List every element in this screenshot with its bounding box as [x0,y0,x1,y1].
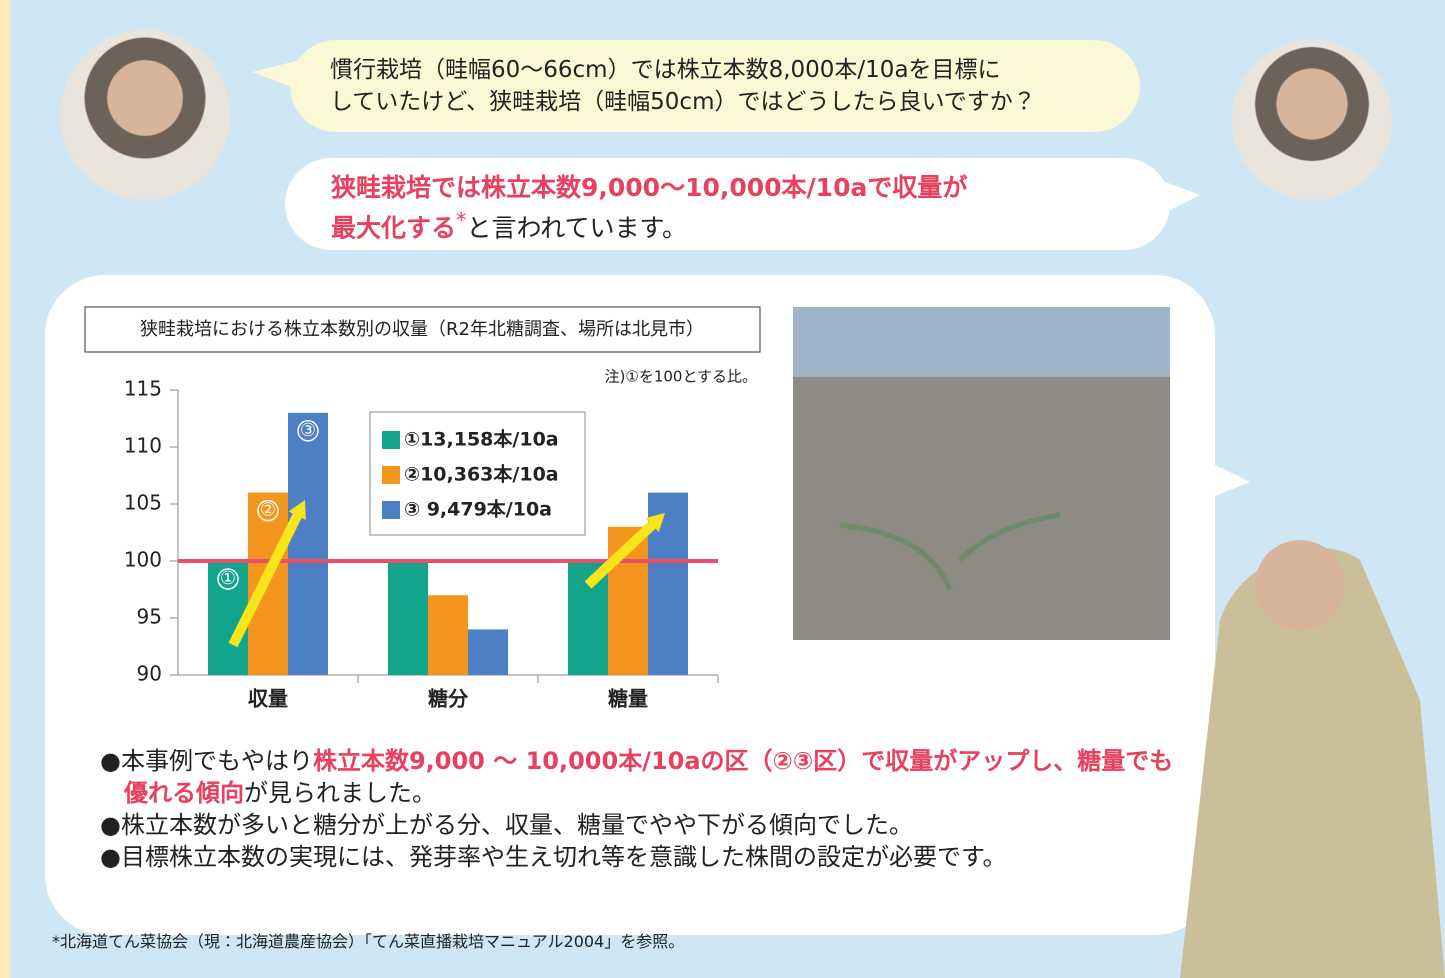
legend-swatch [382,466,400,484]
bar [428,595,468,675]
bullet-text: ●本事例でもやはり [100,747,313,775]
x-tick-label: 糖量 [608,687,648,711]
y-tick-label: 110 [124,434,162,458]
y-tick-label: 90 [137,662,162,686]
footnote: *北海道てん菜協会（現：北海道農産協会）「てん菜直播栽培マニュアル2004」を参… [52,928,684,952]
legend-label: ①13,158本/10a [404,428,559,451]
bullet-text: ●株立本数が多いと糖分が上がる分、収量、糖量でやや下がる傾向でした。 [100,811,913,839]
bullet: ●目標株立本数の実現には、発芽率や生え切れ等を意識した株間の設定が必要です。 [100,841,1180,873]
y-tick-label: 95 [137,605,162,629]
page: 慣行栽培（畦幅60〜66cm）では株立本数8,000本/10aを目標に していた… [0,0,1445,978]
legend-label: ②10,363本/10a [404,463,559,486]
advisor-head [1255,540,1345,630]
bullet-list: ●本事例でもやはり株立本数9,000 〜 10,000本/10aの区（②③区）で… [100,745,1180,873]
bar [288,413,328,675]
legend-swatch [382,431,400,449]
bar-label: ② [260,500,276,521]
legend-swatch [382,501,400,519]
x-tick-label: 糖分 [428,687,469,711]
legend-label: ③ 9,479本/10a [404,498,552,521]
bar-label: ① [220,568,236,589]
y-tick-label: 105 [124,491,162,515]
bar-label: ③ [300,420,316,441]
bar [468,629,508,675]
y-tick-label: 100 [124,548,162,572]
bullet: ●株立本数が多いと糖分が上がる分、収量、糖量でやや下がる傾向でした。 [100,809,1180,841]
bullet: ●本事例でもやはり株立本数9,000 〜 10,000本/10aの区（②③区）で… [100,745,1180,809]
bullet-text: ●目標株立本数の実現には、発芽率や生え切れ等を意識した株間の設定が必要です。 [100,843,1007,871]
photo-sky [793,307,1170,377]
chart-title: 狭畦栽培における株立本数別の収量（R2年北糖調査、場所は北見市） [140,319,704,340]
bar [388,561,428,675]
chart-note: 注)①を100とする比。 [605,368,757,386]
bullet-text: が見られました。 [244,779,436,807]
x-tick-label: 収量 [248,687,288,711]
y-tick-label: 115 [124,377,162,401]
